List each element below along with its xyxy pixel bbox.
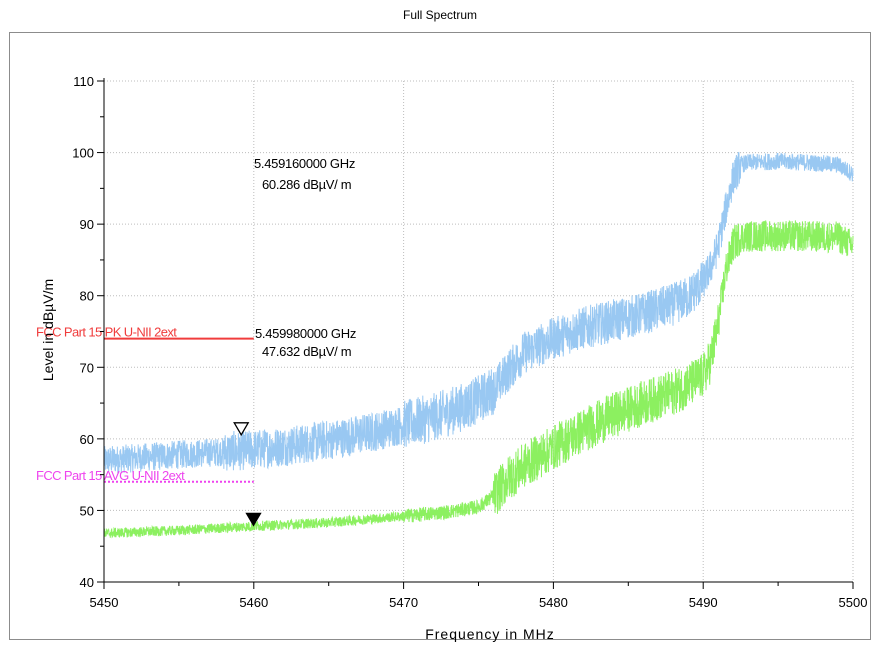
chart-title: Full Spectrum bbox=[402, 8, 478, 22]
avg-trace bbox=[103, 220, 854, 539]
marker-1-freq: 5.459160000 GHz bbox=[254, 156, 355, 171]
y-tick-label: 110 bbox=[73, 74, 94, 89]
limit-lines: FCC Part 15 PK U-NII 2ext FCC Part 15 AVG… bbox=[36, 325, 254, 483]
chart-frame bbox=[9, 32, 871, 640]
x-tick-label: 5490 bbox=[689, 595, 718, 610]
marker-1-triangle bbox=[233, 422, 250, 437]
markers: 5.459160000 GHz 60.286 dBµV/ m 5.459980000… bbox=[233, 156, 356, 527]
avg_limit-label: FCC Part 15 AVG U-NII 2ext bbox=[36, 468, 185, 483]
x-tick-label: 5480 bbox=[539, 595, 568, 610]
x-tick-label: 5470 bbox=[389, 595, 418, 610]
marker-2-freq: 5.459980000 GHz bbox=[255, 326, 356, 341]
x-axis-label: Frequency in MHz bbox=[425, 626, 555, 642]
marker-2-level: 47.632 dBµV/ m bbox=[262, 344, 351, 359]
x-tick-label: 5500 bbox=[839, 595, 868, 610]
pk_limit-label: FCC Part 15 PK U-NII 2ext bbox=[36, 325, 177, 340]
y-tick-label: 100 bbox=[72, 146, 94, 161]
peak-trace bbox=[103, 151, 854, 474]
y-tick-label: 60 bbox=[80, 432, 94, 447]
series-layer bbox=[103, 151, 854, 539]
marker-2-triangle bbox=[245, 512, 262, 527]
marker-1-level: 60.286 dBµV/ m bbox=[262, 177, 351, 192]
axes: 40 50 60 70 80 90 100 110 5450 5460 5470 5480 5490 55… bbox=[72, 74, 867, 610]
y-tick-label: 40 bbox=[80, 575, 94, 590]
y-axis-label: Level in dBµV/m bbox=[40, 279, 56, 381]
y-tick-label: 50 bbox=[80, 503, 94, 518]
y-tick-label: 70 bbox=[80, 360, 94, 375]
x-tick-label: 5450 bbox=[90, 595, 119, 610]
x-tick-label: 5460 bbox=[239, 595, 268, 610]
y-tick-label: 90 bbox=[80, 217, 94, 232]
y-tick-label: 80 bbox=[80, 289, 94, 304]
